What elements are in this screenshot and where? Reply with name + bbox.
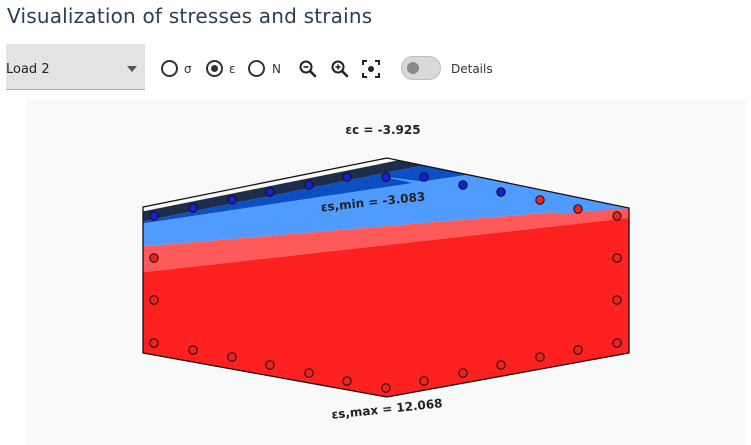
rebar-tension [227, 352, 237, 362]
rebar-tension [612, 295, 622, 305]
rebar-tension [304, 368, 314, 378]
toggle-knob [407, 62, 419, 74]
rebar-tension [573, 204, 583, 214]
radio-epsilon[interactable] [206, 60, 223, 77]
section-diagram: εc = -3.925 εs,min = -3.083 εs,max = 12.… [142, 123, 630, 422]
rebar-tension [149, 295, 159, 305]
stress-strain-canvas[interactable]: εc = -3.925 εs,min = -3.083 εs,max = 12.… [26, 100, 746, 445]
rebar-tension [149, 253, 159, 263]
rebar-tension [419, 376, 429, 386]
rebar-compression [227, 195, 237, 205]
rebar-compression [458, 180, 468, 190]
rebar-compression [149, 211, 159, 221]
rebar-tension [265, 360, 275, 370]
page-title: Visualization of stresses and strains [7, 4, 373, 28]
rebar-tension [535, 195, 545, 205]
section-outline [142, 157, 630, 398]
rebar-compression [304, 180, 314, 190]
deep-blue-zone [143, 158, 629, 230]
rebar-tension [535, 352, 545, 362]
load-select-value: Load 2 [6, 62, 50, 77]
radio-epsilon-label: ε [229, 62, 236, 76]
details-label: Details [451, 62, 493, 76]
dark-compression-zone [143, 158, 629, 230]
load-select[interactable]: Load 2 [6, 44, 145, 90]
zoom-in-icon[interactable] [330, 59, 350, 79]
radio-n[interactable] [248, 60, 265, 77]
rebar-compression [265, 187, 275, 197]
rebar-compression [419, 172, 429, 182]
zoom-out-icon[interactable] [298, 59, 318, 79]
rebar-tension [149, 338, 159, 348]
rebar-compression [188, 203, 198, 213]
rebar-compression [496, 187, 506, 197]
eps-s-max-label: εs,max = 12.068 [331, 396, 443, 422]
radio-n-label: N [272, 62, 281, 76]
rebar-tension [496, 360, 506, 370]
radio-sigma[interactable] [161, 60, 178, 77]
rebar-tension [612, 338, 622, 348]
rebar-tension [188, 345, 198, 355]
radio-sigma-label: σ [184, 62, 192, 76]
rebar-tension [458, 368, 468, 378]
rebar-compression [342, 172, 352, 182]
rebar-tension [612, 253, 622, 263]
chevron-down-icon [127, 66, 137, 72]
rebar-tension [573, 345, 583, 355]
light-red-zone [143, 200, 629, 277]
rebar-tension [342, 376, 352, 386]
rebar-compression [381, 172, 391, 182]
reinforcement-bars [149, 172, 622, 393]
light-blue-patch [380, 176, 629, 214]
eps-c-label: εc = -3.925 [345, 123, 420, 137]
rebar-tension [612, 211, 622, 221]
rebar-tension [381, 383, 391, 393]
fit-view-icon[interactable] [361, 59, 381, 79]
details-toggle[interactable] [401, 56, 441, 80]
